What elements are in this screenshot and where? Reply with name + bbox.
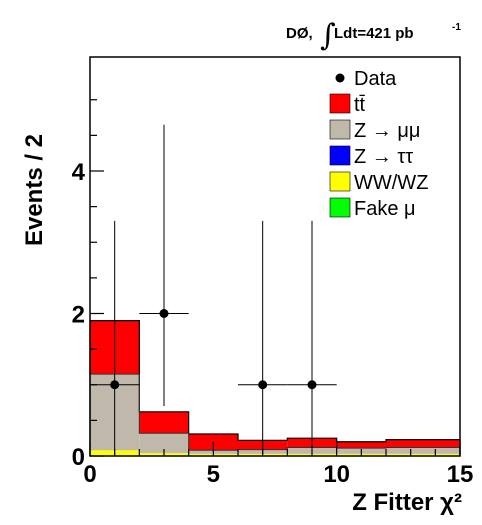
bar-tt--bin-6 [386, 439, 460, 448]
plot-frame [89, 56, 461, 457]
axis-ticks: 0 5 10 15 0 2 4 [72, 99, 474, 488]
lumi-annotation: DØ, ∫ Ldt=421 pb -1 [286, 18, 461, 53]
bar-z--bin-6 [386, 447, 460, 454]
x-tick-label-10: 10 [323, 461, 350, 488]
data-point-3 [307, 380, 317, 390]
legend-marker-data [335, 73, 345, 83]
y-axis-title: Events / 2 [21, 134, 48, 246]
legend-label-1: tt̄ [354, 94, 366, 116]
y-tick-label-2: 2 [72, 302, 85, 329]
legend-label-5: Fake μ [354, 198, 416, 220]
legend-label-3: Z → ττ [354, 146, 413, 168]
stacked-bars [89, 320, 461, 456]
legend: Data tt̄ Z → μμ Z → ττ WW/WZ Fake μ [329, 68, 428, 220]
bar-z--bin-1 [139, 433, 189, 454]
legend-label-0: Data [354, 68, 397, 90]
y-tick-label-4: 4 [72, 159, 86, 186]
x-tick-label-0: 0 [83, 461, 96, 488]
legend-swatch-5 [329, 197, 351, 218]
y-tick-label-0: 0 [72, 444, 85, 471]
bar-tt--bin-5 [336, 441, 386, 449]
data-point-0 [110, 380, 120, 390]
lumi-text: Ldt=421 pb [334, 25, 414, 42]
bar-ww-wz-bin-6 [386, 453, 460, 456]
legend-swatch-1 [329, 93, 351, 114]
x-axis-title: Z Fitter χ² [352, 489, 462, 516]
x-tick-label-5: 5 [207, 461, 220, 488]
legend-swatch-3 [329, 145, 351, 166]
legend-swatch-4 [329, 171, 351, 192]
lumi-superscript: -1 [452, 22, 461, 33]
lumi-prefix: DØ, [286, 25, 313, 42]
legend-label-4: WW/WZ [354, 172, 428, 194]
bar-tt--bin-1 [139, 411, 189, 434]
legend-swatch-2 [329, 119, 351, 140]
legend-label-2: Z → μμ [354, 120, 420, 142]
x-tick-label-15: 15 [447, 461, 474, 488]
data-points [90, 124, 337, 456]
data-point-1 [159, 309, 169, 318]
integral-sign: ∫ [320, 18, 336, 53]
data-point-2 [258, 380, 268, 390]
